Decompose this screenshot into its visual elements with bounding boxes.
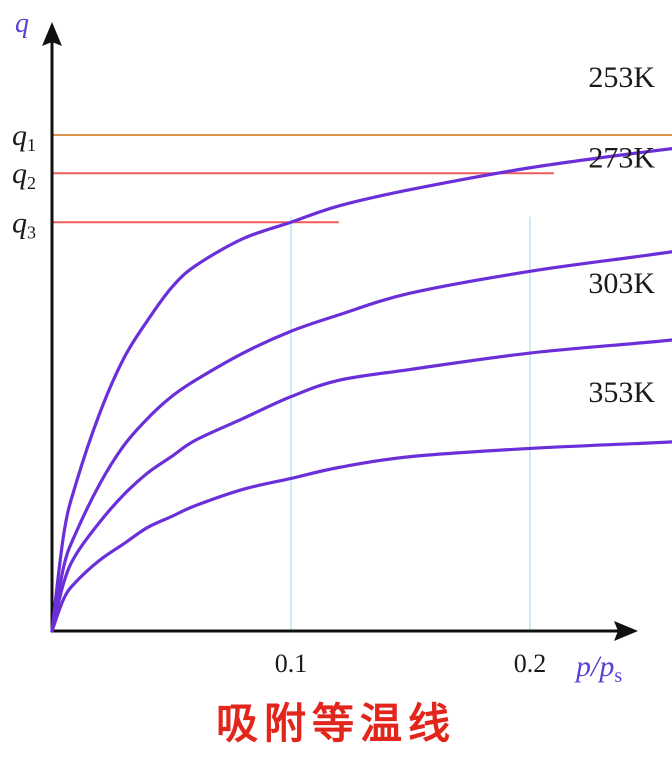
chart-title: 吸附等温线 xyxy=(215,699,456,748)
x-tick-label-0.2: 0.2 xyxy=(514,649,547,678)
axes xyxy=(42,22,638,641)
series-label-353K: 353K xyxy=(588,376,655,409)
series-label-273K: 273K xyxy=(588,142,655,175)
isotherm-curves xyxy=(50,147,672,633)
guide-lines xyxy=(290,216,531,631)
x-axis-label: p/ps xyxy=(574,650,622,687)
q-label-2: q2 xyxy=(12,157,36,193)
y-axis-arrow-icon xyxy=(42,22,62,46)
curve-273K xyxy=(50,250,672,633)
curve-253K xyxy=(50,147,672,633)
q-label-1: q1 xyxy=(12,119,36,155)
x-axis-arrow-icon xyxy=(614,621,638,641)
q-label-3: q3 xyxy=(12,206,36,242)
curve-303K xyxy=(50,338,672,633)
series-label-253K: 253K xyxy=(588,61,655,94)
x-tick-label-0.1: 0.1 xyxy=(275,649,308,678)
series-label-303K: 303K xyxy=(588,267,655,300)
curve-353K xyxy=(50,440,672,633)
x-tick-labels: 0.10.20.3 xyxy=(275,649,547,678)
series-labels: 253K 273K 303K 353K xyxy=(588,61,655,409)
y-axis-label: q xyxy=(15,8,29,39)
q-marker-lines xyxy=(52,134,672,224)
